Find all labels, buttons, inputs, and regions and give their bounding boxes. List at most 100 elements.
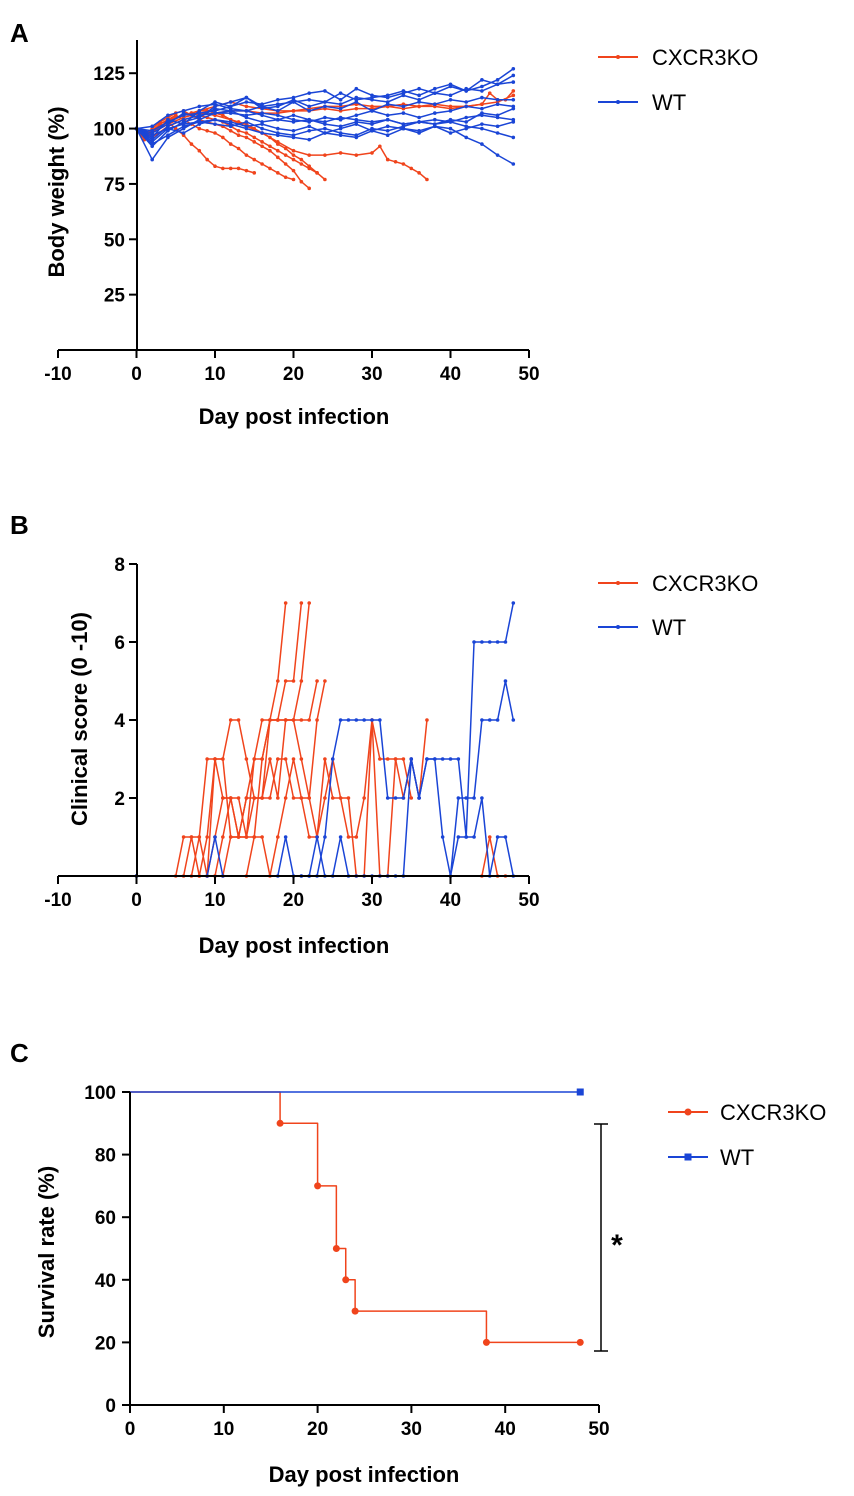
wt-point: [338, 91, 343, 95]
cxcr3ko-point: [307, 796, 312, 800]
wt-point: [346, 718, 351, 722]
cxcr3ko-point: [283, 796, 288, 800]
panel-c-ylabel: Survival rate (%): [34, 1166, 59, 1338]
cxcr3ko-point: [409, 166, 414, 171]
wt-point: [433, 86, 437, 91]
wt-series-line-8: [136, 602, 515, 877]
wt-point: [511, 135, 516, 140]
wt-point: [307, 137, 312, 142]
wt-point: [464, 796, 469, 800]
cxcr3ko-point: [268, 144, 272, 149]
wt-point: [448, 93, 453, 98]
wt-point: [228, 111, 233, 115]
cxcr3ko-point: [378, 144, 382, 149]
cxcr3ko-point: [299, 796, 304, 800]
wt-point: [228, 104, 233, 109]
cxcr3ko-point: [487, 835, 492, 839]
panel-b-ylabel: Clinical score (0 -10): [67, 612, 92, 826]
wt-point: [307, 104, 312, 109]
legend-c-cxcr3ko-marker: [684, 1108, 692, 1116]
wt-point: [291, 97, 296, 102]
wt-point: [417, 796, 421, 800]
wt-point: [150, 157, 154, 162]
x-tick-label: 50: [518, 364, 539, 385]
cxcr3ko-point: [276, 155, 280, 160]
wt-point: [433, 111, 437, 115]
axes: -10 0 10 20 30 40 50 25 50 75 100 125: [44, 40, 540, 385]
wt-point: [464, 835, 469, 839]
panel-c-xlabel: Day post infection: [269, 1462, 460, 1487]
y-tick-label: 75: [104, 175, 126, 196]
wt-point: [503, 679, 508, 683]
wt-point: [244, 124, 249, 129]
x-tick-label: 20: [283, 890, 304, 911]
x-tick-label: 20: [307, 1419, 328, 1440]
x-tick-label: 40: [440, 890, 461, 911]
wt-point: [401, 93, 406, 98]
wt-point: [338, 117, 343, 122]
cxcr3ko-point: [393, 159, 398, 164]
wt-point: [464, 135, 469, 140]
wt-point: [480, 142, 484, 146]
cxcr3ko-point: [291, 168, 296, 173]
y-tick-label: 80: [95, 1146, 116, 1167]
wt-point: [480, 640, 484, 644]
wt-point: [213, 111, 217, 115]
y-tick-label: 40: [95, 1271, 116, 1292]
cxcr3ko-point: [252, 157, 257, 162]
legend-a-wt-marker: [616, 100, 620, 104]
cxcr3ko-point: [197, 126, 202, 131]
cxcr3ko-point: [370, 151, 374, 155]
wt-point: [291, 133, 296, 138]
wt-point: [417, 93, 421, 98]
wt-point: [370, 109, 374, 113]
wt-point: [401, 111, 406, 115]
cxcr3ko-point: [409, 796, 414, 800]
wt-point: [228, 100, 233, 104]
cxcr3ko-point: [268, 148, 272, 153]
cxcr3ko-point: [291, 177, 296, 182]
cxcr3ko-point: [276, 718, 280, 722]
cxcr3ko-point: [299, 718, 304, 722]
cxcr3ko-point: [511, 93, 516, 98]
wt-point: [315, 835, 319, 839]
panel-a-letter: A: [10, 18, 29, 48]
significance-asterisk: *: [611, 1229, 623, 1262]
x-tick-label: 0: [131, 890, 142, 911]
x-tick-label: 10: [204, 890, 225, 911]
wt-point: [448, 84, 453, 89]
wt-point: [323, 104, 327, 109]
panel-c-letter: C: [10, 1038, 29, 1068]
wt-point: [276, 131, 280, 135]
cxcr3ko-point: [244, 131, 249, 135]
cxcr3ko-point: [236, 166, 241, 171]
wt-point: [197, 104, 202, 109]
wt-point: [503, 640, 508, 644]
cxcr3ko-point: [252, 796, 257, 800]
wt-point: [260, 122, 264, 126]
cxcr3ko-point: [291, 796, 296, 800]
cxcr3ko-point: [342, 1276, 350, 1284]
cxcr3ko-point: [511, 89, 516, 93]
cxcr3ko-point: [307, 601, 312, 605]
wt-point: [495, 835, 500, 839]
wt-point: [425, 757, 429, 761]
cxcr3ko-point: [260, 757, 264, 761]
wt-point: [385, 128, 390, 133]
wt-point: [244, 120, 249, 124]
cxcr3ko-point: [291, 757, 296, 761]
cxcr3ko-point: [260, 835, 264, 839]
cxcr3ko-point: [236, 128, 241, 133]
y-tick-label: 0: [105, 1396, 116, 1417]
cxcr3ko-series-line-6: [136, 90, 514, 134]
cxcr3ko-point: [244, 796, 249, 800]
cxcr3ko-point: [283, 175, 288, 180]
wt-point: [401, 796, 406, 800]
wt-point: [307, 120, 312, 124]
cxcr3ko-point: [299, 601, 304, 605]
wt-point: [385, 95, 390, 100]
wt-point: [511, 120, 516, 124]
wt-point: [448, 97, 453, 102]
wt-point: [480, 796, 484, 800]
